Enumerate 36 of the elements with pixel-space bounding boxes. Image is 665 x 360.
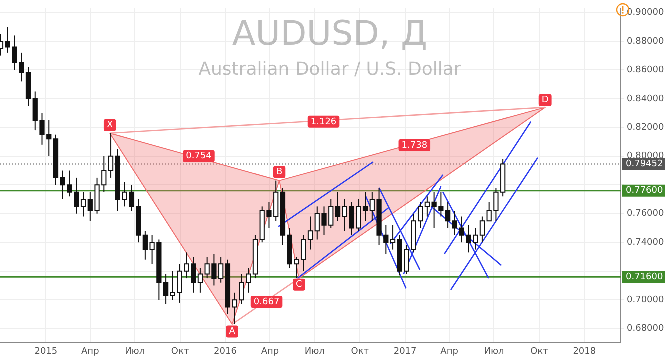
- x-tick-label: 2016: [214, 346, 238, 357]
- annotation: 0.667: [254, 297, 280, 308]
- x-tick-label: Июл: [484, 346, 504, 357]
- x-tick-label: Окт: [530, 346, 548, 357]
- x-tick-label: Июл: [125, 346, 146, 357]
- ref-line-label: 0.71600: [626, 272, 664, 282]
- x-tick-label: Окт: [171, 346, 190, 357]
- annotation: A: [229, 327, 236, 338]
- y-tick-label: 0.84000: [627, 94, 664, 104]
- x-tick-label: Апр: [440, 346, 459, 357]
- y-tick-label: 0.70000: [627, 295, 664, 306]
- ref-line-label: 0.77600: [626, 186, 664, 196]
- x-tick-label: Окт: [351, 346, 370, 357]
- x-tick-label: 2018: [573, 346, 596, 357]
- annotation: C: [296, 280, 302, 290]
- y-tick-label: 0.74000: [627, 238, 664, 248]
- x-tick-label: 2017: [394, 346, 417, 357]
- y-tick-label: 0.68000: [627, 324, 664, 334]
- annotation: X: [106, 120, 114, 131]
- annotation: 1.738: [402, 140, 428, 151]
- y-tick-label: 0.90000: [627, 8, 664, 18]
- text: Australian Dollar / U.S. Dollar: [198, 59, 462, 80]
- annotation: 0.754: [186, 152, 212, 162]
- annotation: 1.126: [310, 117, 337, 128]
- y-tick-label: 0.88000: [627, 36, 664, 47]
- annotation: D: [542, 96, 549, 106]
- y-tick-label: 0.86000: [627, 66, 664, 76]
- y-tick-label: 0.76000: [627, 209, 664, 220]
- x-tick-label: Апр: [261, 346, 280, 357]
- y-tick-label: 0.82000: [627, 123, 664, 134]
- annotation: B: [276, 168, 283, 178]
- x-tick-label: Апр: [82, 346, 100, 357]
- x-tick-label: Июл: [304, 346, 325, 357]
- x-tick-label: 2015: [34, 346, 58, 357]
- chart-title: AUDUSD, Д: [232, 14, 428, 54]
- ref-line-label: 0.79452: [626, 160, 664, 170]
